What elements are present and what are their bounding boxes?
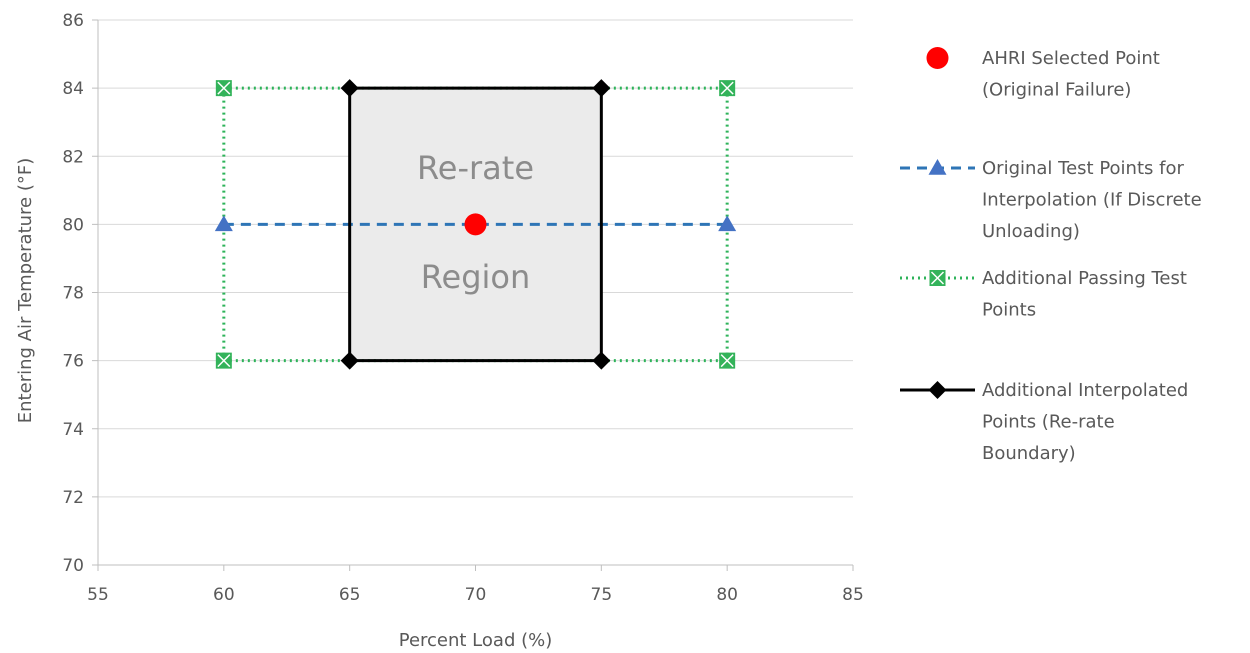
y-tick-label: 86: [62, 11, 84, 31]
data-point-cross: [720, 354, 734, 368]
y-tick-label: 74: [62, 420, 84, 440]
legend-label: Additional Passing Test: [982, 268, 1187, 289]
data-point-cross: [720, 81, 734, 95]
legend: AHRI Selected Point (Original Failure) Ori…: [900, 47, 1202, 464]
legend-marker: [926, 47, 949, 69]
data-point: [719, 352, 736, 369]
legend-item: AHRI Selected Point (Original Failure): [926, 47, 1160, 101]
legend-marker: [928, 381, 947, 399]
legend-item: Additional Interpolated Points (Re-rate Bo…: [900, 380, 1188, 464]
y-axis-title: Entering Air Temperature (°F): [15, 158, 36, 423]
region-label: Region: [421, 258, 531, 296]
legend-label: Boundary): [982, 443, 1076, 464]
y-tick-label: 78: [62, 284, 84, 304]
region-label: Re-rate: [417, 149, 534, 187]
y-tick-label: 72: [62, 488, 84, 508]
y-tick-label: 76: [62, 352, 84, 372]
legend-label: AHRI Selected Point: [982, 48, 1160, 69]
x-tick-label: 60: [213, 585, 235, 605]
legend-item: Additional Passing Test Points: [900, 268, 1187, 321]
legend-label: Additional Interpolated: [982, 380, 1188, 401]
data-point: [718, 215, 737, 232]
data-point: [340, 351, 359, 370]
data-point-cross: [217, 81, 231, 95]
data-point: [215, 352, 232, 369]
legend-marker-cross: [930, 271, 945, 285]
x-tick-label: 65: [339, 585, 361, 605]
data-point: [215, 80, 232, 97]
x-tick-label: 85: [842, 585, 864, 605]
legend-label: Original Test Points for: [982, 158, 1184, 179]
data-point: [214, 215, 233, 232]
y-tick-label: 84: [62, 79, 84, 99]
x-tick-label: 55: [87, 585, 109, 605]
legend-label: Points (Re-rate: [982, 412, 1115, 433]
x-tick-label: 80: [716, 585, 738, 605]
legend-marker: [929, 270, 946, 286]
legend-item: Original Test Points for Interpolation (I…: [900, 158, 1202, 242]
legend-label: Points: [982, 300, 1036, 321]
y-tick-label: 80: [62, 215, 84, 235]
data-point: [719, 80, 736, 97]
data-point: [340, 79, 359, 98]
legend-label: (Original Failure): [982, 80, 1131, 101]
x-axis-title: Percent Load (%): [399, 630, 553, 651]
data-point: [592, 79, 611, 98]
data-point: [592, 351, 611, 370]
legend-marker: [928, 159, 947, 175]
legend-label: Interpolation (If Discrete: [982, 190, 1202, 211]
x-tick-label: 70: [465, 585, 487, 605]
data-point: [464, 213, 487, 236]
y-tick-label: 82: [62, 147, 84, 167]
legend-label: Unloading): [982, 221, 1080, 242]
data-point-cross: [217, 354, 231, 368]
x-tick-label: 75: [591, 585, 613, 605]
y-tick-label: 70: [62, 556, 84, 576]
